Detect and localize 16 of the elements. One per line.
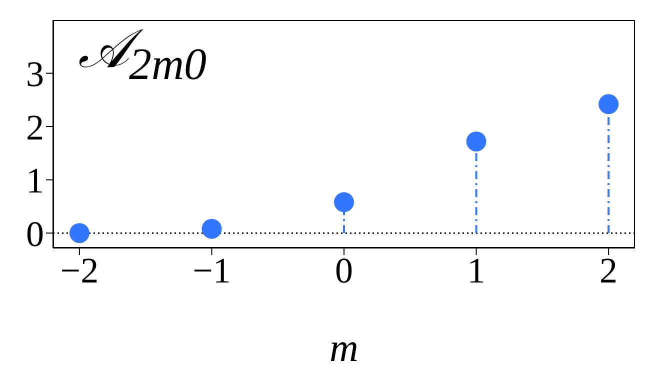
x-axis-title: m bbox=[330, 325, 358, 370]
x-tick-label: 1 bbox=[467, 250, 486, 291]
x-tick-label: −2 bbox=[60, 250, 99, 291]
y-tick-label: 1 bbox=[26, 160, 44, 201]
x-tick-label: 2 bbox=[600, 250, 618, 291]
x-tick-label: −1 bbox=[192, 250, 231, 291]
x-tick-label: 0 bbox=[335, 250, 353, 291]
point bbox=[466, 131, 486, 152]
point bbox=[334, 192, 354, 212]
point bbox=[598, 94, 619, 114]
y-tick-label: 3 bbox=[26, 54, 44, 94]
point bbox=[202, 218, 222, 239]
y-tick-label: 2 bbox=[26, 107, 44, 148]
chart-title: 𝒜$_{2m0}$ bbox=[78, 19, 206, 89]
point bbox=[69, 223, 90, 244]
y-tick-label: 0 bbox=[26, 214, 44, 254]
